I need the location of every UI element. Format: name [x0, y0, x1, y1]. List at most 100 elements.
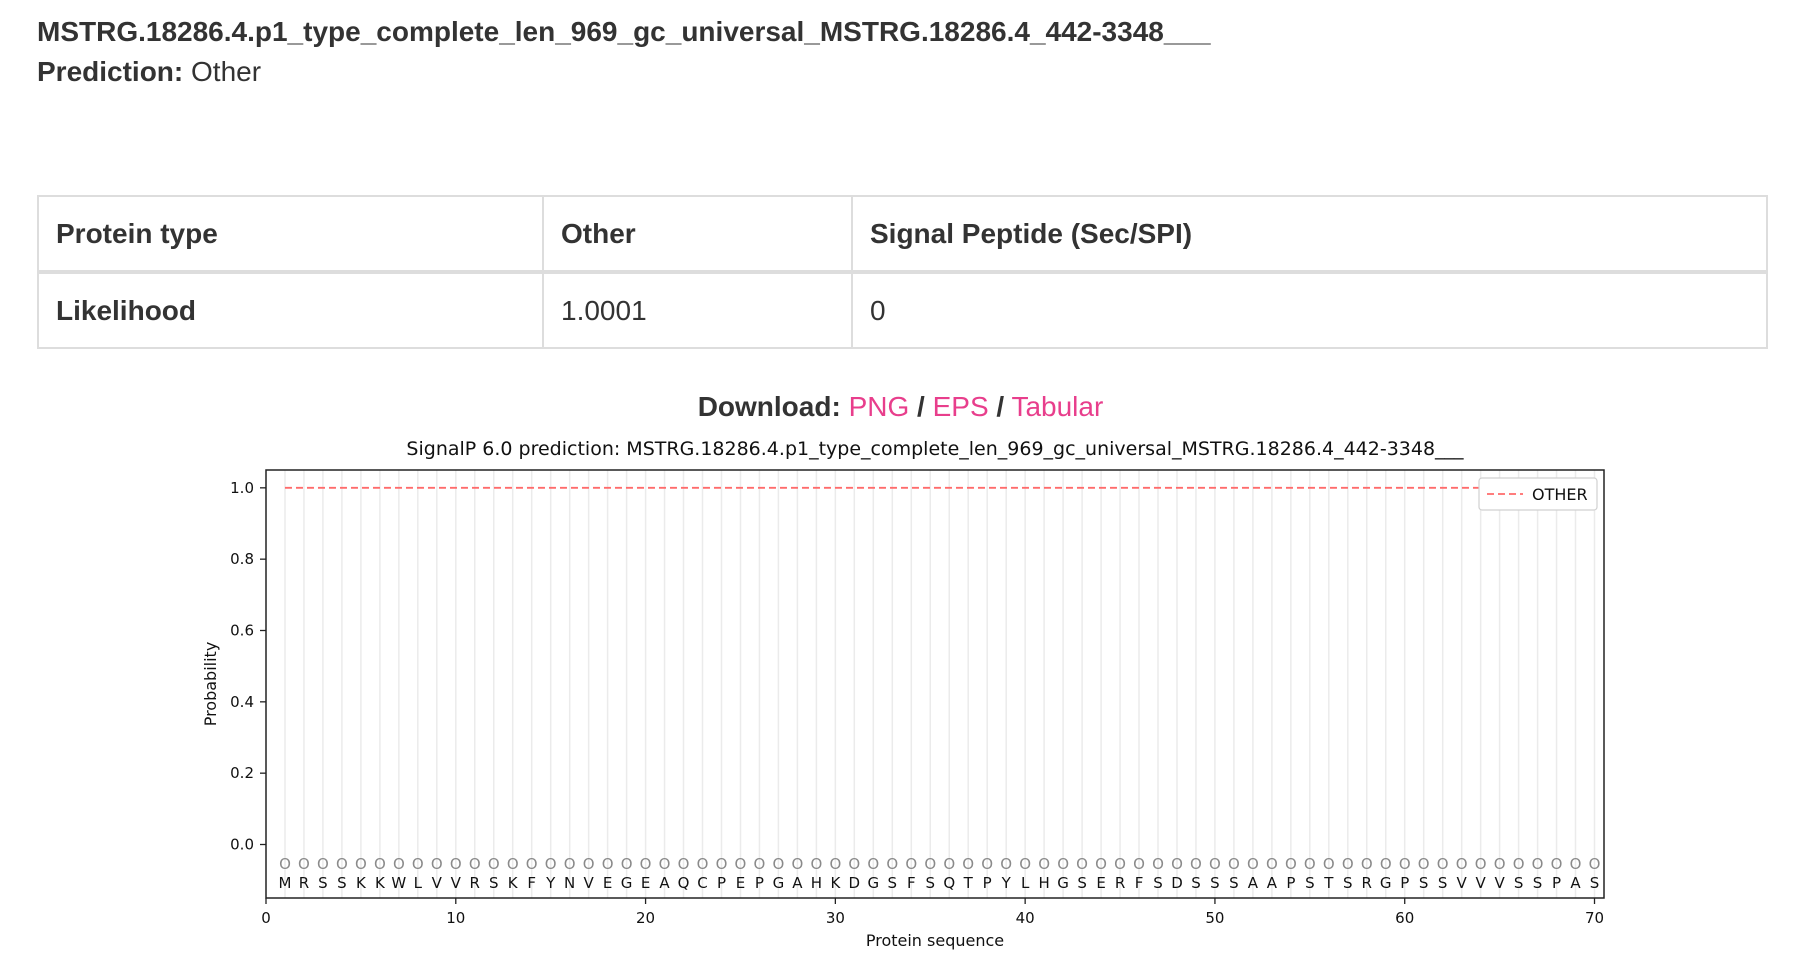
residue-letter: Y: [545, 874, 556, 892]
download-label: Download:: [697, 391, 841, 422]
residue-marker: O: [1228, 855, 1240, 873]
residue-marker: O: [848, 855, 860, 873]
residue-letter: V: [584, 874, 595, 892]
x-tick-label: 20: [636, 909, 655, 927]
residue-marker: O: [810, 855, 822, 873]
residue-marker: O: [1019, 855, 1031, 873]
residue-marker: O: [1038, 855, 1050, 873]
residue-letter: D: [1171, 874, 1183, 892]
residue-letter: Y: [1001, 874, 1012, 892]
residue-marker: O: [1532, 855, 1544, 873]
residue-letter: S: [888, 874, 898, 892]
residue-letter: V: [1494, 874, 1505, 892]
residue-marker: O: [886, 855, 898, 873]
residue-marker: O: [1380, 855, 1392, 873]
download-png-link[interactable]: PNG: [848, 391, 910, 422]
plot-frame: [265, 469, 1605, 899]
residue-letter: Q: [943, 874, 955, 892]
residue-marker: O: [1171, 855, 1183, 873]
residue-marker: O: [924, 855, 936, 873]
residue-marker: O: [716, 855, 728, 873]
residue-letter: Q: [678, 874, 690, 892]
x-axis-label: Protein sequence: [866, 931, 1004, 950]
residue-letter: K: [830, 874, 841, 892]
residue-letter: S: [1229, 874, 1239, 892]
row-likelihood-label: Likelihood: [37, 271, 544, 349]
residue-letter: P: [717, 874, 726, 892]
residue-letter: K: [508, 874, 519, 892]
residue-marker: O: [412, 855, 424, 873]
y-tick-label: 0.0: [230, 836, 254, 854]
residue-letter: E: [1096, 874, 1105, 892]
col-protein-type: Protein type: [37, 195, 544, 274]
residue-marker: O: [1095, 855, 1107, 873]
residue-letter: V: [1476, 874, 1487, 892]
residue-letter: A: [1570, 874, 1581, 892]
residue-letter: S: [1153, 874, 1163, 892]
residue-marker: O: [735, 855, 747, 873]
residue-marker: O: [678, 855, 690, 873]
residue-letter: G: [773, 874, 785, 892]
col-other: Other: [542, 195, 853, 274]
residue-marker: O: [867, 855, 879, 873]
x-tick-label: 10: [446, 909, 465, 927]
residue-marker: O: [526, 855, 538, 873]
download-eps-link[interactable]: EPS: [932, 391, 989, 422]
residue-letter: G: [1380, 874, 1392, 892]
residue-marker: O: [336, 855, 348, 873]
residue-letter: S: [1191, 874, 1201, 892]
x-tick-label: 0: [261, 909, 271, 927]
residue-marker: O: [1456, 855, 1468, 873]
residue-marker: O: [507, 855, 519, 873]
residue-letter: S: [925, 874, 935, 892]
residue-marker: O: [697, 855, 709, 873]
residue-letter: S: [1077, 874, 1087, 892]
residue-letter: K: [356, 874, 367, 892]
residue-marker: O: [1589, 855, 1601, 873]
residue-marker: O: [640, 855, 652, 873]
residue-letter: R: [1362, 874, 1372, 892]
residue-marker: O: [1323, 855, 1335, 873]
residue-letter: A: [1267, 874, 1278, 892]
residue-letter: V: [1457, 874, 1468, 892]
residue-letter: E: [736, 874, 745, 892]
residue-letter: F: [1135, 874, 1144, 892]
residue-marker: O: [1304, 855, 1316, 873]
sequence-title: MSTRG.18286.4.p1_type_complete_len_969_g…: [37, 16, 1211, 47]
residue-marker: O: [621, 855, 633, 873]
residue-letter: G: [621, 874, 633, 892]
residue-marker: O: [1190, 855, 1202, 873]
download-separator: /: [996, 391, 1005, 422]
residue-letter: P: [1552, 874, 1561, 892]
residue-letter: E: [641, 874, 650, 892]
download-tabular-link[interactable]: Tabular: [1011, 391, 1104, 422]
residue-letter: S: [1590, 874, 1600, 892]
download-bar: Download: PNG / EPS / Tabular: [0, 391, 1801, 423]
residue-letter: G: [1057, 874, 1069, 892]
residue-letter: L: [1021, 874, 1030, 892]
residue-letter: R: [1115, 874, 1125, 892]
residue-letter: A: [792, 874, 803, 892]
residue-marker: O: [1475, 855, 1487, 873]
residue-letter: E: [603, 874, 612, 892]
y-tick-label: 0.4: [230, 693, 254, 711]
y-axis-label: Probability: [201, 642, 220, 727]
prediction-value: Other: [191, 56, 262, 87]
residue-letter: L: [414, 874, 423, 892]
residue-marker: O: [1133, 855, 1145, 873]
residue-letter: T: [963, 874, 974, 892]
residue-marker: O: [1494, 855, 1506, 873]
legend-label: OTHER: [1532, 485, 1588, 504]
residue-marker: O: [1342, 855, 1354, 873]
residue-marker: O: [317, 855, 329, 873]
residue-marker: O: [1247, 855, 1259, 873]
likelihood-table: Protein type Other Signal Peptide (Sec/S…: [37, 195, 1768, 349]
y-tick-label: 0.2: [230, 764, 254, 782]
residue-letter: N: [564, 874, 575, 892]
residue-letter: D: [849, 874, 861, 892]
residue-marker: O: [393, 855, 405, 873]
residue-letter: H: [1038, 874, 1049, 892]
residue-letter: K: [375, 874, 386, 892]
likelihood-other: 1.0001: [542, 271, 853, 349]
residue-letter: F: [527, 874, 536, 892]
